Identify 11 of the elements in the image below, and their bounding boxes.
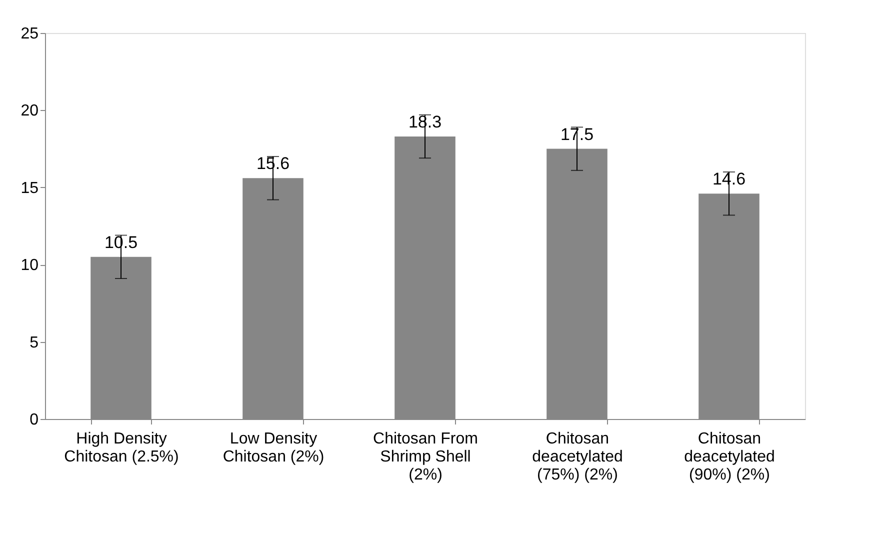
y-tick-label: 20 bbox=[20, 102, 39, 120]
x-tick-label: Chitosan From Shrimp Shell (2%) bbox=[373, 430, 478, 484]
y-tick-label: 25 bbox=[20, 26, 39, 42]
y-tick-label: 15 bbox=[20, 180, 39, 197]
y-tick-label: 5 bbox=[30, 334, 39, 352]
x-tick-label: Chitosan deacetylated (75%) (2%) bbox=[532, 430, 623, 484]
y-tick-label: 10 bbox=[20, 257, 39, 274]
y-tick-label: 0 bbox=[30, 412, 39, 428]
x-tick-label: Low Density Chitosan (2%) bbox=[222, 430, 324, 466]
x-tick-label: Chitosan deacetylated (90%) (2%) bbox=[684, 430, 775, 484]
x-tick-label: High Density Chitosan (2.5%) bbox=[64, 430, 179, 466]
